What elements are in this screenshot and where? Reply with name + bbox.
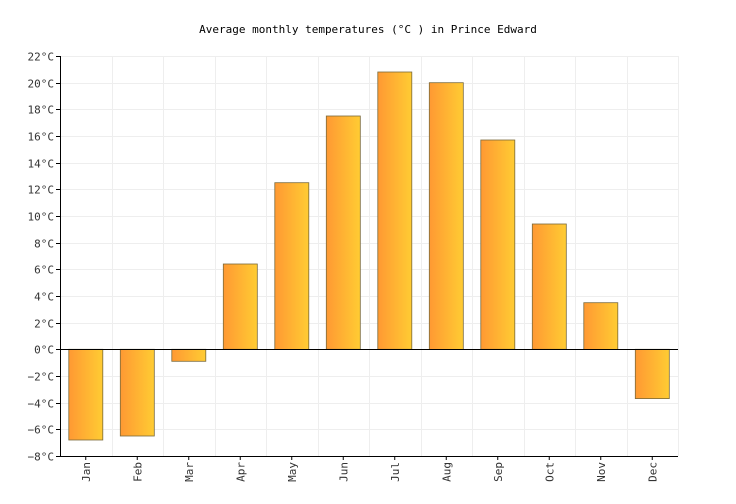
labels-layer: −8°C −6°C −4°C −2°C 0°C 2°C 4°C 6°C 8°C 10°C 12°C 1… xyxy=(28,51,660,482)
x-tick-label: Feb xyxy=(131,462,144,482)
y-tick-label: 18°C xyxy=(28,104,55,117)
chart-title: Average monthly temperatures (°C ) in Pr… xyxy=(199,23,537,36)
x-tick-label: Apr xyxy=(234,462,247,482)
bar-nov xyxy=(583,302,619,350)
y-tick-label: −6°C xyxy=(28,424,55,437)
x-tick-label: May xyxy=(286,462,299,482)
bar-apr xyxy=(222,263,258,350)
x-tick-label: Nov xyxy=(595,462,608,482)
bar-jun xyxy=(325,115,361,350)
y-tick-label: −8°C xyxy=(28,451,55,464)
x-tick-label: Dec xyxy=(646,462,659,482)
x-tick-label: Jul xyxy=(389,462,402,482)
bar-oct xyxy=(531,223,567,350)
bar-sep xyxy=(480,139,516,350)
bar-dec xyxy=(634,348,670,399)
y-tick-label: 20°C xyxy=(28,78,55,91)
y-tick-label: 0°C xyxy=(34,344,54,357)
axes-layer xyxy=(56,56,678,460)
x-tick-label: Oct xyxy=(543,462,556,482)
y-tick-label: −4°C xyxy=(28,398,55,411)
bar-feb xyxy=(119,348,155,437)
x-tick-label: Jan xyxy=(80,462,93,482)
bar-mar xyxy=(171,348,207,362)
bar-jul xyxy=(377,71,413,350)
y-tick-label: 12°C xyxy=(28,184,55,197)
x-tick-label: Mar xyxy=(183,462,196,482)
y-tick-label: −2°C xyxy=(28,371,55,384)
y-tick-label: 6°C xyxy=(34,264,54,277)
y-tick-label: 4°C xyxy=(34,291,54,304)
y-tick-label: 8°C xyxy=(34,238,54,251)
grid-layer xyxy=(60,56,679,457)
bar-jan xyxy=(68,348,104,441)
y-tick-label: 2°C xyxy=(34,318,54,331)
x-tick-label: Jun xyxy=(337,462,350,482)
y-tick-label: 22°C xyxy=(28,51,55,64)
bars-layer xyxy=(68,71,670,441)
bar-aug xyxy=(428,82,464,350)
y-tick-label: 16°C xyxy=(28,131,55,144)
y-tick-label: 10°C xyxy=(28,211,55,224)
x-tick-label: Aug xyxy=(440,462,453,482)
y-tick-label: 14°C xyxy=(28,158,55,171)
x-tick-label: Sep xyxy=(492,462,505,482)
bar-may xyxy=(274,182,310,350)
